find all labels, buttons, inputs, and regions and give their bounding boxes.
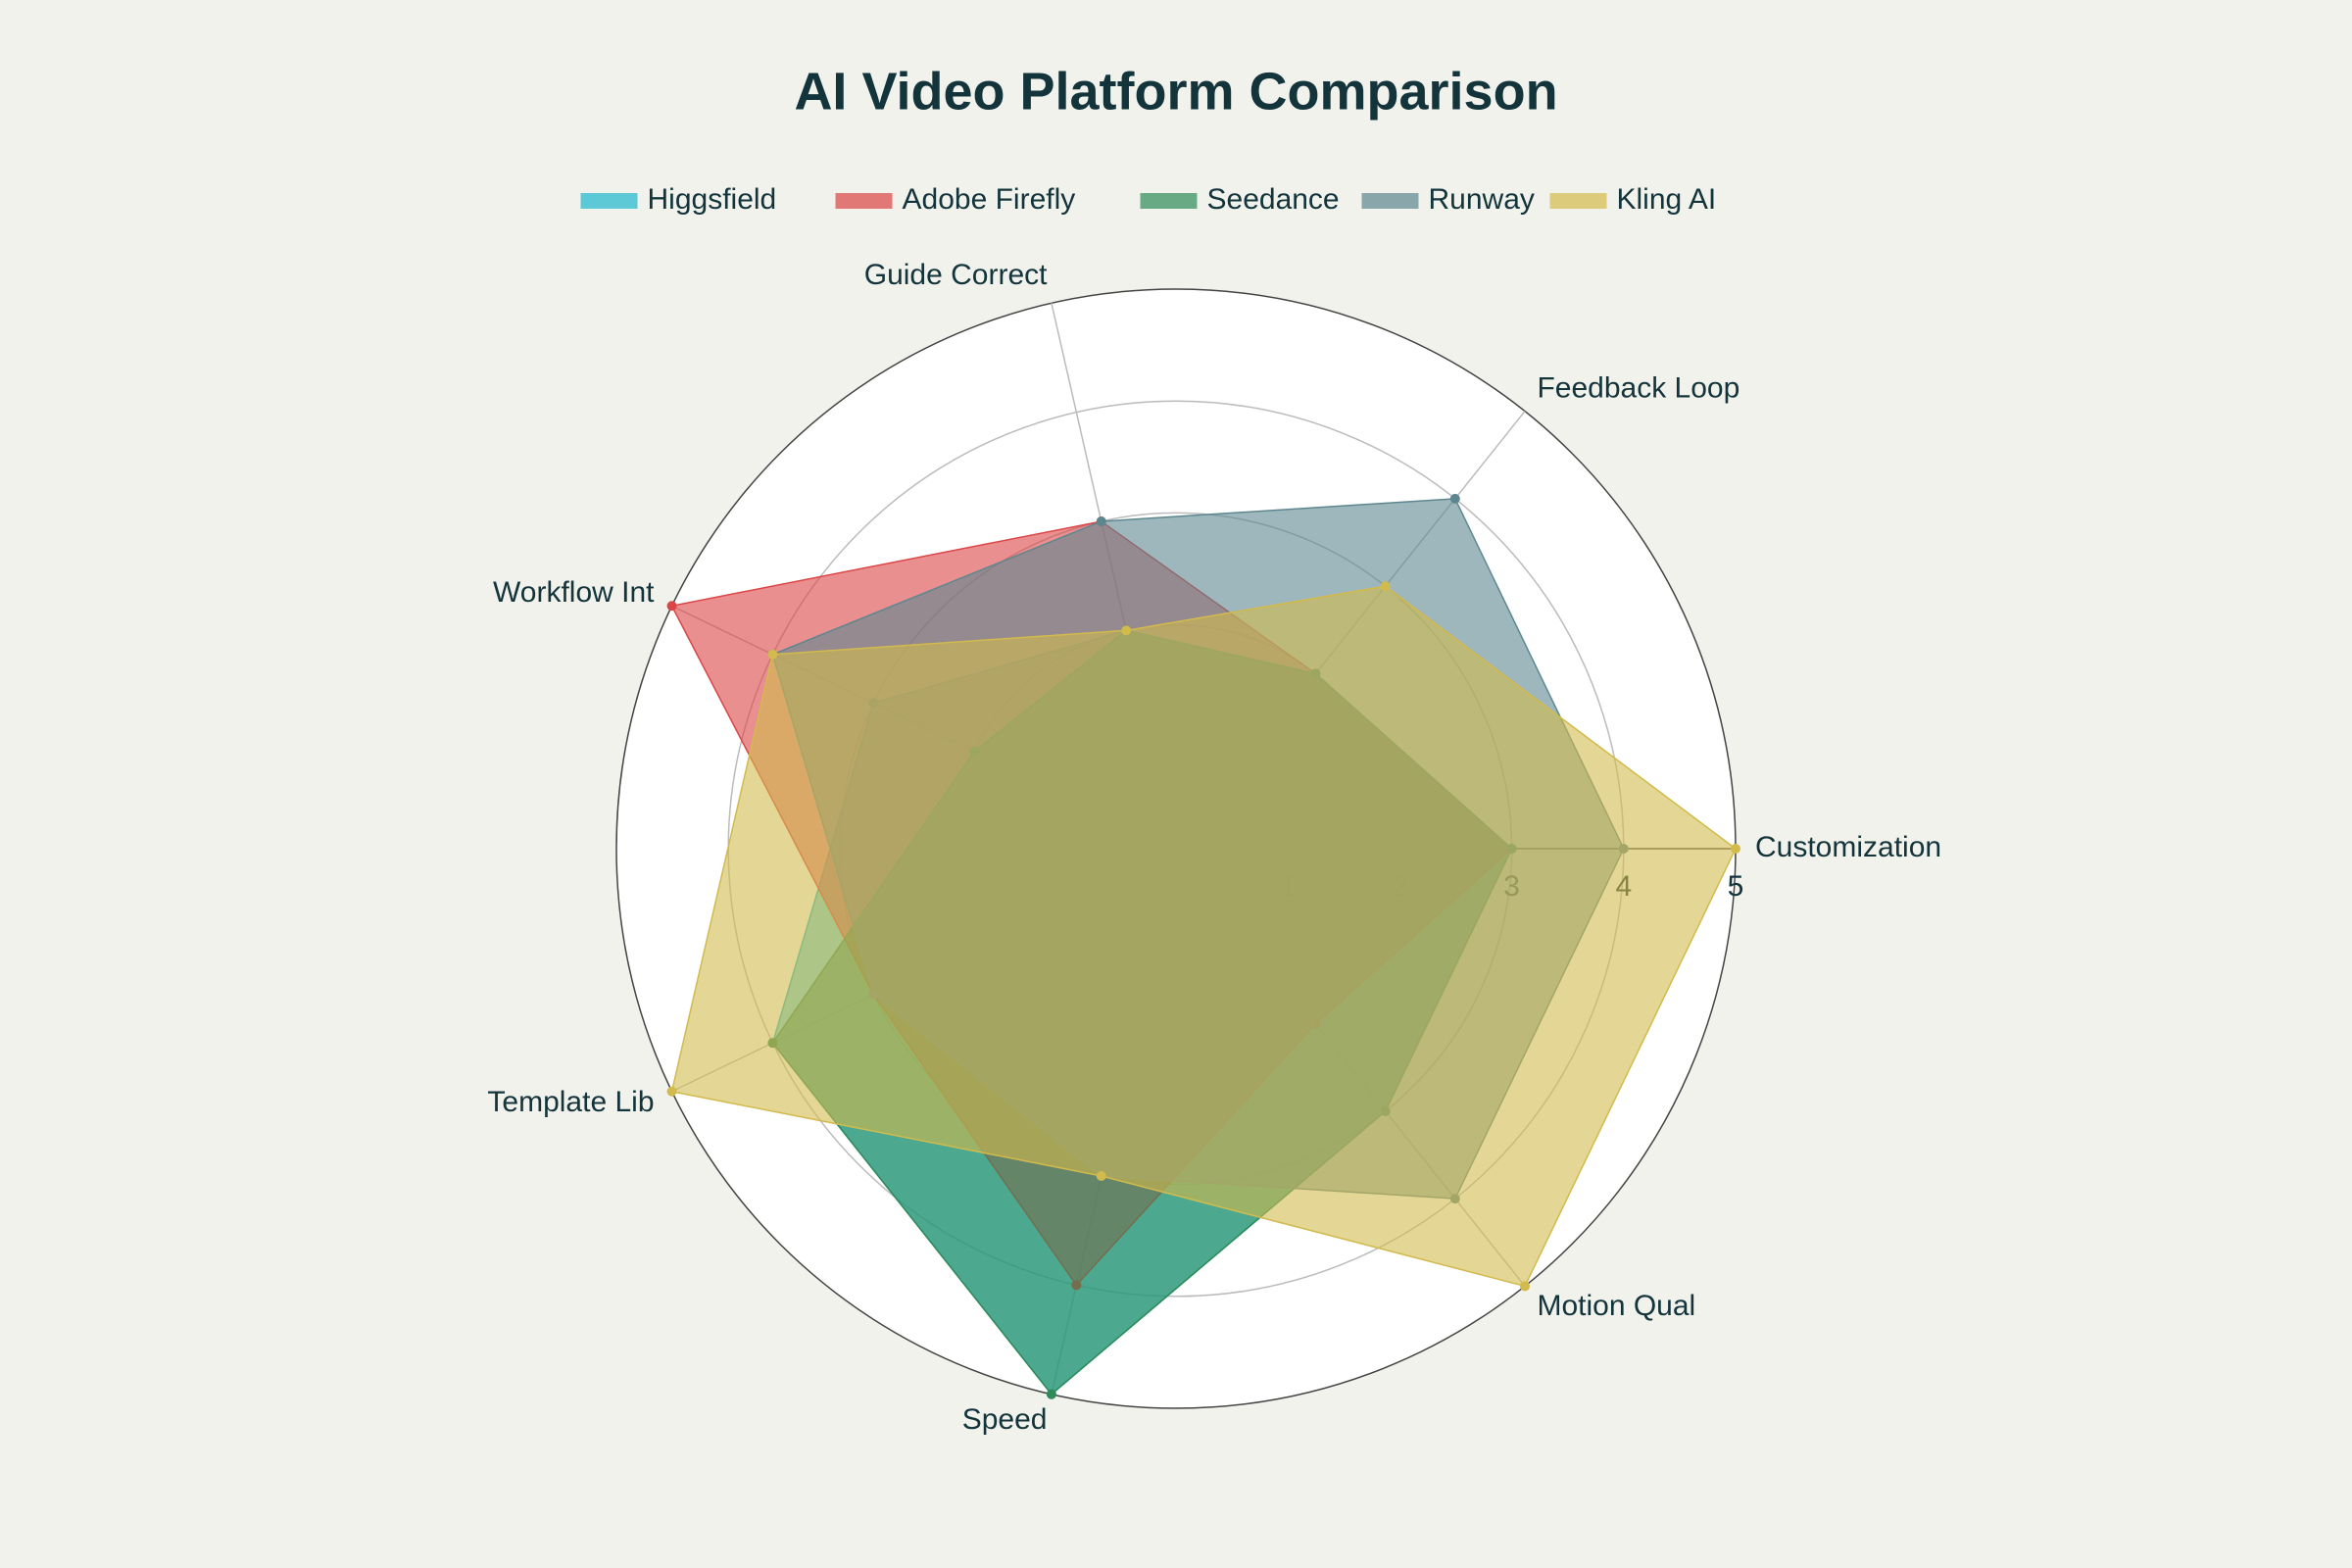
- data-point: [767, 649, 778, 660]
- axis-label: Template Lib: [487, 1086, 654, 1118]
- legend-item[interactable]: Higgsfield: [580, 183, 777, 216]
- data-point: [1121, 625, 1132, 636]
- axis-label: Speed: [962, 1403, 1048, 1436]
- legend-item[interactable]: Seedance: [1140, 183, 1340, 216]
- legend-label: Runway: [1429, 183, 1535, 216]
- axis-label: Guide Correct: [864, 259, 1048, 291]
- legend-swatch: [835, 193, 893, 209]
- data-point: [1380, 581, 1391, 592]
- legend-swatch: [1140, 193, 1198, 209]
- legend-label: Kling AI: [1617, 183, 1717, 216]
- data-point: [1520, 1281, 1531, 1292]
- series-area: [670, 585, 1737, 1288]
- axis-label: Customization: [1755, 831, 1941, 863]
- axis-label: Motion Qual: [1537, 1290, 1695, 1322]
- legend-item[interactable]: Adobe Firefly: [835, 183, 1076, 216]
- legend-swatch: [1361, 193, 1419, 209]
- data-point: [666, 1086, 677, 1097]
- legend-item[interactable]: Kling AI: [1549, 183, 1717, 216]
- legend-label: Seedance: [1207, 183, 1340, 216]
- legend-label: Adobe Firefly: [903, 183, 1076, 216]
- axis-label: Workflow Int: [493, 576, 655, 609]
- chart-title: AI Video Platform Comparison: [794, 62, 1557, 121]
- legend-swatch: [580, 193, 638, 209]
- data-point: [1046, 1389, 1056, 1399]
- legend-swatch: [1549, 193, 1607, 209]
- axis-label: Feedback Loop: [1537, 372, 1740, 405]
- data-point: [1096, 1171, 1106, 1182]
- data-point: [1096, 515, 1106, 526]
- r-tick-label: 5: [1728, 870, 1744, 903]
- legend-item[interactable]: Runway: [1361, 183, 1535, 216]
- data-point: [1731, 844, 1740, 854]
- data-point: [1449, 493, 1460, 504]
- legend-label: Higgsfield: [648, 183, 777, 216]
- data-point: [666, 601, 677, 612]
